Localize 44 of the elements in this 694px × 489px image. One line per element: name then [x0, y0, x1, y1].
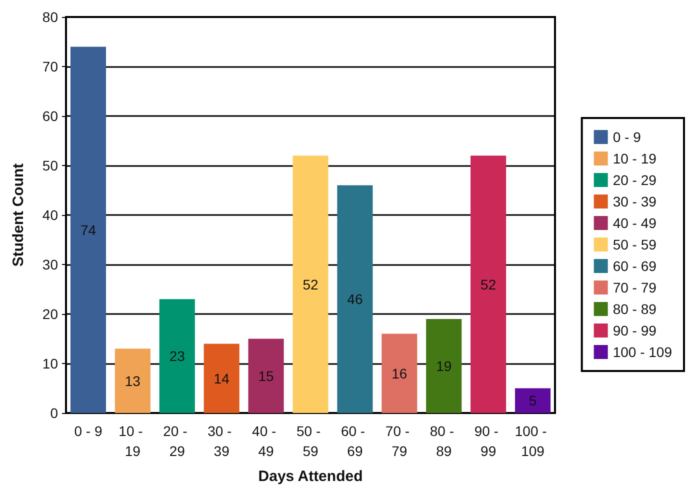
x-tick-label: 100 - 109: [514, 423, 551, 459]
x-tick-label: 0 - 9: [74, 423, 102, 439]
x-tick-label: 70 - 79: [385, 423, 414, 459]
legend-label: 10 - 19: [612, 150, 657, 166]
legend-label: 0 - 9: [612, 129, 642, 145]
data-label: 15: [258, 368, 274, 384]
x-tick-label: 60 - 69: [340, 423, 369, 459]
data-label: 19: [436, 358, 452, 374]
x-tick-label: 50 - 59: [296, 423, 325, 459]
legend-label: 60 - 69: [612, 258, 657, 274]
x-tick-label: 40 - 49: [252, 423, 280, 459]
x-tick-label: 30 - 39: [208, 423, 236, 459]
y-axis-title: Student Count: [10, 163, 27, 267]
x-tick-label: 10 - 19: [118, 423, 147, 459]
legend-label: 30 - 39: [612, 194, 657, 210]
legend-label: 50 - 59: [612, 236, 657, 252]
legend-label: 80 - 89: [612, 301, 657, 317]
y-tick-label: 30: [42, 256, 58, 272]
data-label: 13: [124, 372, 141, 389]
data-label: 14: [214, 370, 230, 386]
x-axis-title: Days Attended: [258, 468, 363, 485]
legend-label: 90 - 99: [612, 322, 657, 338]
data-label: 23: [169, 348, 186, 364]
x-tick-label: 90 - 99: [474, 423, 502, 459]
data-label: 46: [347, 291, 363, 308]
legend-label: 40 - 49: [612, 215, 657, 231]
y-tick-label: 0: [50, 405, 58, 421]
y-tick-label: 40: [42, 207, 58, 223]
legend-label: 20 - 29: [612, 172, 657, 188]
y-tick-label: 50: [42, 158, 58, 174]
y-tick-label: 80: [42, 9, 58, 25]
y-tick-label: 10: [42, 356, 58, 372]
data-label: 52: [480, 276, 496, 292]
y-tick-label: 70: [42, 58, 58, 74]
data-label: 5: [528, 392, 537, 409]
legend-label: 100 - 109: [612, 344, 672, 360]
y-tick-label: 20: [42, 306, 58, 322]
y-tick-label: 60: [42, 108, 58, 124]
x-tick-label: 80 - 89: [430, 423, 458, 459]
data-label: 16: [392, 365, 408, 382]
legend-label: 70 - 79: [612, 280, 657, 296]
data-label: 74: [80, 222, 96, 238]
x-tick-label: 20 - 29: [163, 423, 192, 459]
data-label: 52: [302, 276, 318, 292]
